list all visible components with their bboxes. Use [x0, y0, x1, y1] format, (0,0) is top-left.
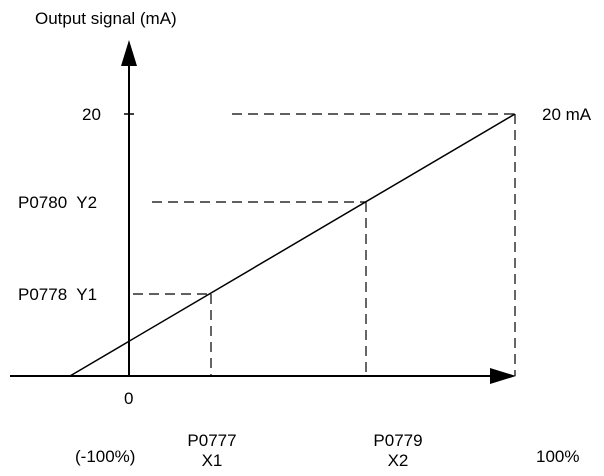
- x-label-p0779: P0779: [373, 431, 422, 450]
- y-label-y1: P0778 Y1: [18, 285, 97, 304]
- y-label-y2: P0780 Y2: [18, 193, 97, 212]
- x-label-x2: X2: [388, 451, 409, 470]
- y-axis-title: Output signal (mA): [35, 9, 177, 28]
- x-axis-arrow: [490, 368, 516, 384]
- x-label-p0777: P0777: [187, 431, 236, 450]
- y-axis-arrow: [121, 40, 137, 66]
- y-label-20: 20: [82, 105, 101, 124]
- characteristic-line: [69, 113, 516, 377]
- x-label-negative-100: (-100%): [75, 447, 135, 466]
- guide-lines: [133, 113, 516, 376]
- x-label-100: 100%: [536, 447, 579, 466]
- right-label-20ma: 20 mA: [542, 105, 592, 124]
- x-label-x1: X1: [202, 451, 223, 470]
- origin-label: 0: [124, 389, 133, 408]
